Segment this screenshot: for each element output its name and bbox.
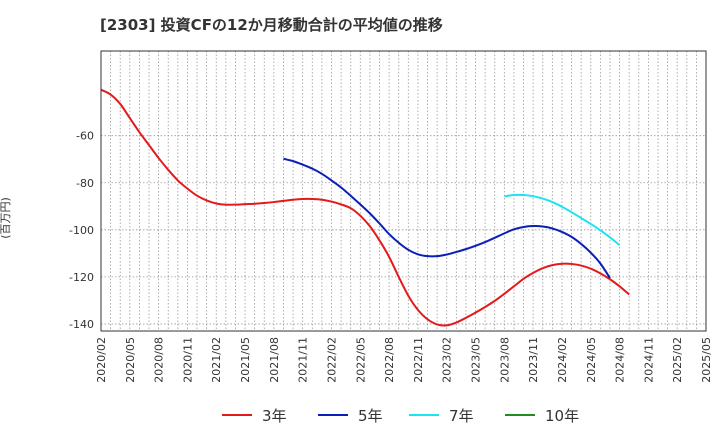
x-tick-labels: 2020/02 2020/05 2020/08 2020/11 2021/02 2021/… — [95, 337, 713, 383]
x-tick-label: 2024/11 — [642, 337, 655, 383]
axes — [100, 50, 707, 332]
plot-frame — [100, 50, 707, 332]
x-tick-label: 2025/05 — [700, 337, 713, 383]
x-tick-label: 2022/02 — [325, 337, 338, 383]
y-tick-labels: -60 -80 -100 -120 -140 — [69, 130, 94, 331]
series-line-1 — [283, 157, 611, 279]
y-tick-label: -60 — [76, 130, 94, 143]
legend-swatch — [222, 414, 252, 416]
x-tick-label: 2022/08 — [383, 337, 396, 383]
x-tick-label: 2024/08 — [614, 337, 627, 383]
x-tick-label: 2023/05 — [470, 337, 483, 383]
y-tick-label: -140 — [69, 318, 94, 331]
legend-item-1: 5年 — [318, 402, 383, 428]
x-tick-label: 2023/08 — [498, 337, 511, 383]
x-tick-label: 2024/05 — [585, 337, 598, 383]
x-tick-label: 2021/11 — [297, 337, 310, 383]
series-line-0 — [100, 88, 630, 327]
legend-label: 10年 — [545, 406, 580, 425]
y-tick-label: -80 — [76, 177, 94, 190]
legend-swatch — [505, 414, 535, 416]
series-line-2 — [504, 193, 621, 246]
x-tick-label: 2020/02 — [95, 337, 108, 383]
y-tick-label: -100 — [69, 224, 94, 237]
x-tick-label: 2022/11 — [412, 337, 425, 383]
legend-item-0: 3年 — [222, 402, 287, 428]
x-tick-label: 2020/11 — [181, 337, 194, 383]
x-tick-label: 2024/02 — [556, 337, 569, 383]
legend: 3年 5年 7年 10年 — [0, 402, 720, 428]
y-axis-label: (百万円) — [0, 190, 22, 250]
x-tick-label: 2022/05 — [354, 337, 367, 383]
x-tick-label: 2023/02 — [441, 337, 454, 383]
x-tick-label: 2021/05 — [239, 337, 252, 383]
legend-swatch — [318, 414, 348, 416]
y-tick-label: -120 — [69, 271, 94, 284]
series-lines — [100, 88, 630, 327]
legend-item-2: 7年 — [409, 402, 474, 428]
x-tick-label: 2021/02 — [210, 337, 223, 383]
x-tick-label: 2025/02 — [671, 337, 684, 383]
x-tick-label: 2020/05 — [124, 337, 137, 383]
legend-item-3: 10年 — [505, 402, 579, 428]
y-axis-label-text: (百万円) — [0, 197, 12, 239]
chart-title: [2303] 投資CFの12か月移動合計の平均値の推移 — [100, 16, 443, 34]
legend-swatch — [409, 414, 439, 416]
x-tick-label: 2023/11 — [527, 337, 540, 383]
x-tick-label: 2021/08 — [268, 337, 281, 383]
legend-label: 5年 — [358, 406, 383, 425]
x-tick-label: 2020/08 — [153, 337, 166, 383]
legend-label: 7年 — [449, 406, 474, 425]
legend-label: 3年 — [262, 406, 287, 425]
